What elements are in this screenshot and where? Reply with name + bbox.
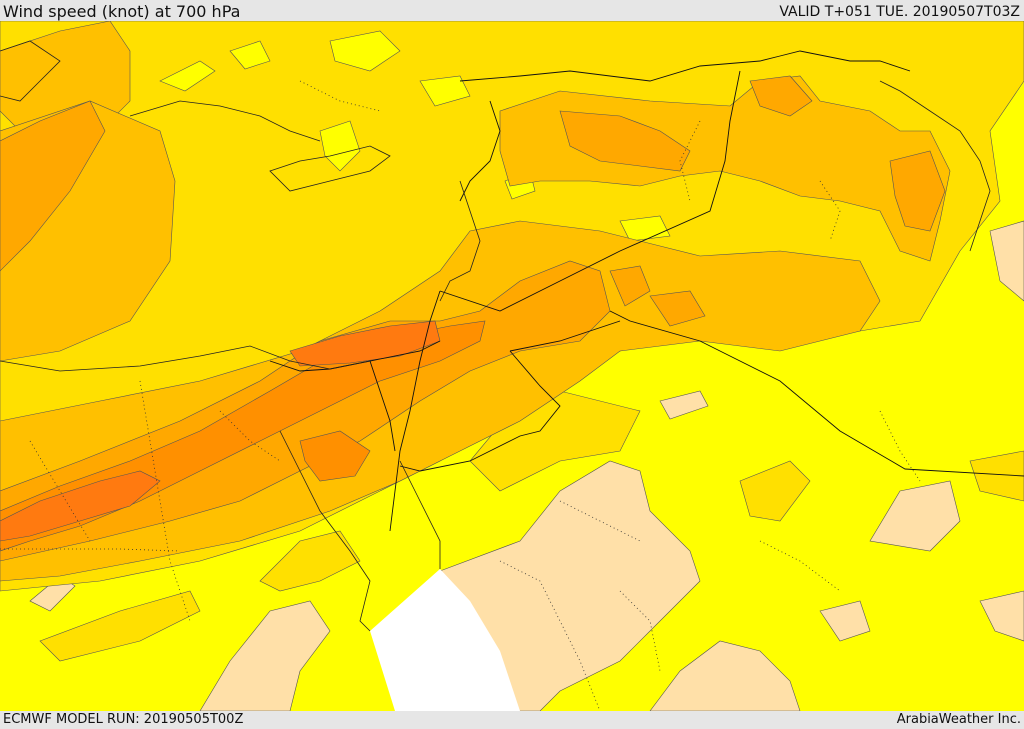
header-bar: Wind speed (knot) at 700 hPa VALID T+051… xyxy=(0,0,1024,21)
model-run: ECMWF MODEL RUN: 20190505T00Z xyxy=(3,712,244,727)
country-borders xyxy=(269,50,1024,532)
valid-time: VALID T+051 TUE. 20190507T03Z xyxy=(779,4,1020,20)
credit-text: ArabiaWeather Inc. xyxy=(896,712,1021,727)
map-canvas xyxy=(0,21,1024,711)
map-title: Wind speed (knot) at 700 hPa xyxy=(3,2,241,21)
wind-speed-map[interactable] xyxy=(0,21,1024,711)
footer-bar: ECMWF MODEL RUN: 20190505T00Z ArabiaWeat… xyxy=(0,711,1024,729)
admin-boundaries xyxy=(0,80,921,711)
no-data-area xyxy=(370,569,520,711)
coastlines xyxy=(0,40,991,632)
